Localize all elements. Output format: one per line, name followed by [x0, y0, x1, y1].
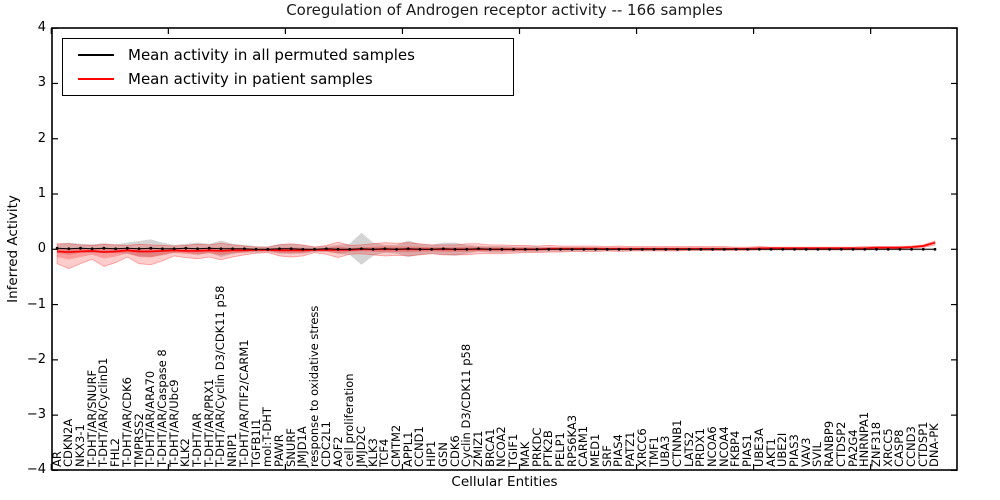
y-tick-label: −3: [26, 407, 46, 423]
plot-frame: [51, 27, 958, 471]
chart-title: Coregulation of Androgen receptor activi…: [286, 1, 723, 19]
y-tick-label: 1: [37, 186, 46, 202]
legend-entry-patient: Mean activity in patient samples: [63, 70, 513, 88]
legend-label-permuted: Mean activity in all permuted samples: [128, 46, 415, 65]
y-tick-label: 4: [37, 20, 46, 36]
y-tick-label: −2: [26, 351, 46, 367]
y-tick-label: −1: [26, 296, 46, 312]
legend-entry-permuted: Mean activity in all permuted samples: [63, 46, 513, 64]
legend: Mean activity in all permuted samples Me…: [62, 38, 514, 96]
y-tick-label: 2: [37, 130, 46, 146]
y-tick-label: 0: [37, 241, 46, 257]
patient-line-swatch: [78, 77, 114, 80]
category-label: DNA-PK: [927, 423, 942, 467]
legend-label-patient: Mean activity in patient samples: [128, 69, 373, 88]
mean-lines: [55, 241, 937, 253]
y-tick-label: −4: [26, 462, 46, 478]
y-tick-label: 3: [37, 75, 46, 91]
permuted-line-swatch: [78, 54, 114, 57]
x-axis-label: Cellular Entities: [451, 474, 558, 490]
